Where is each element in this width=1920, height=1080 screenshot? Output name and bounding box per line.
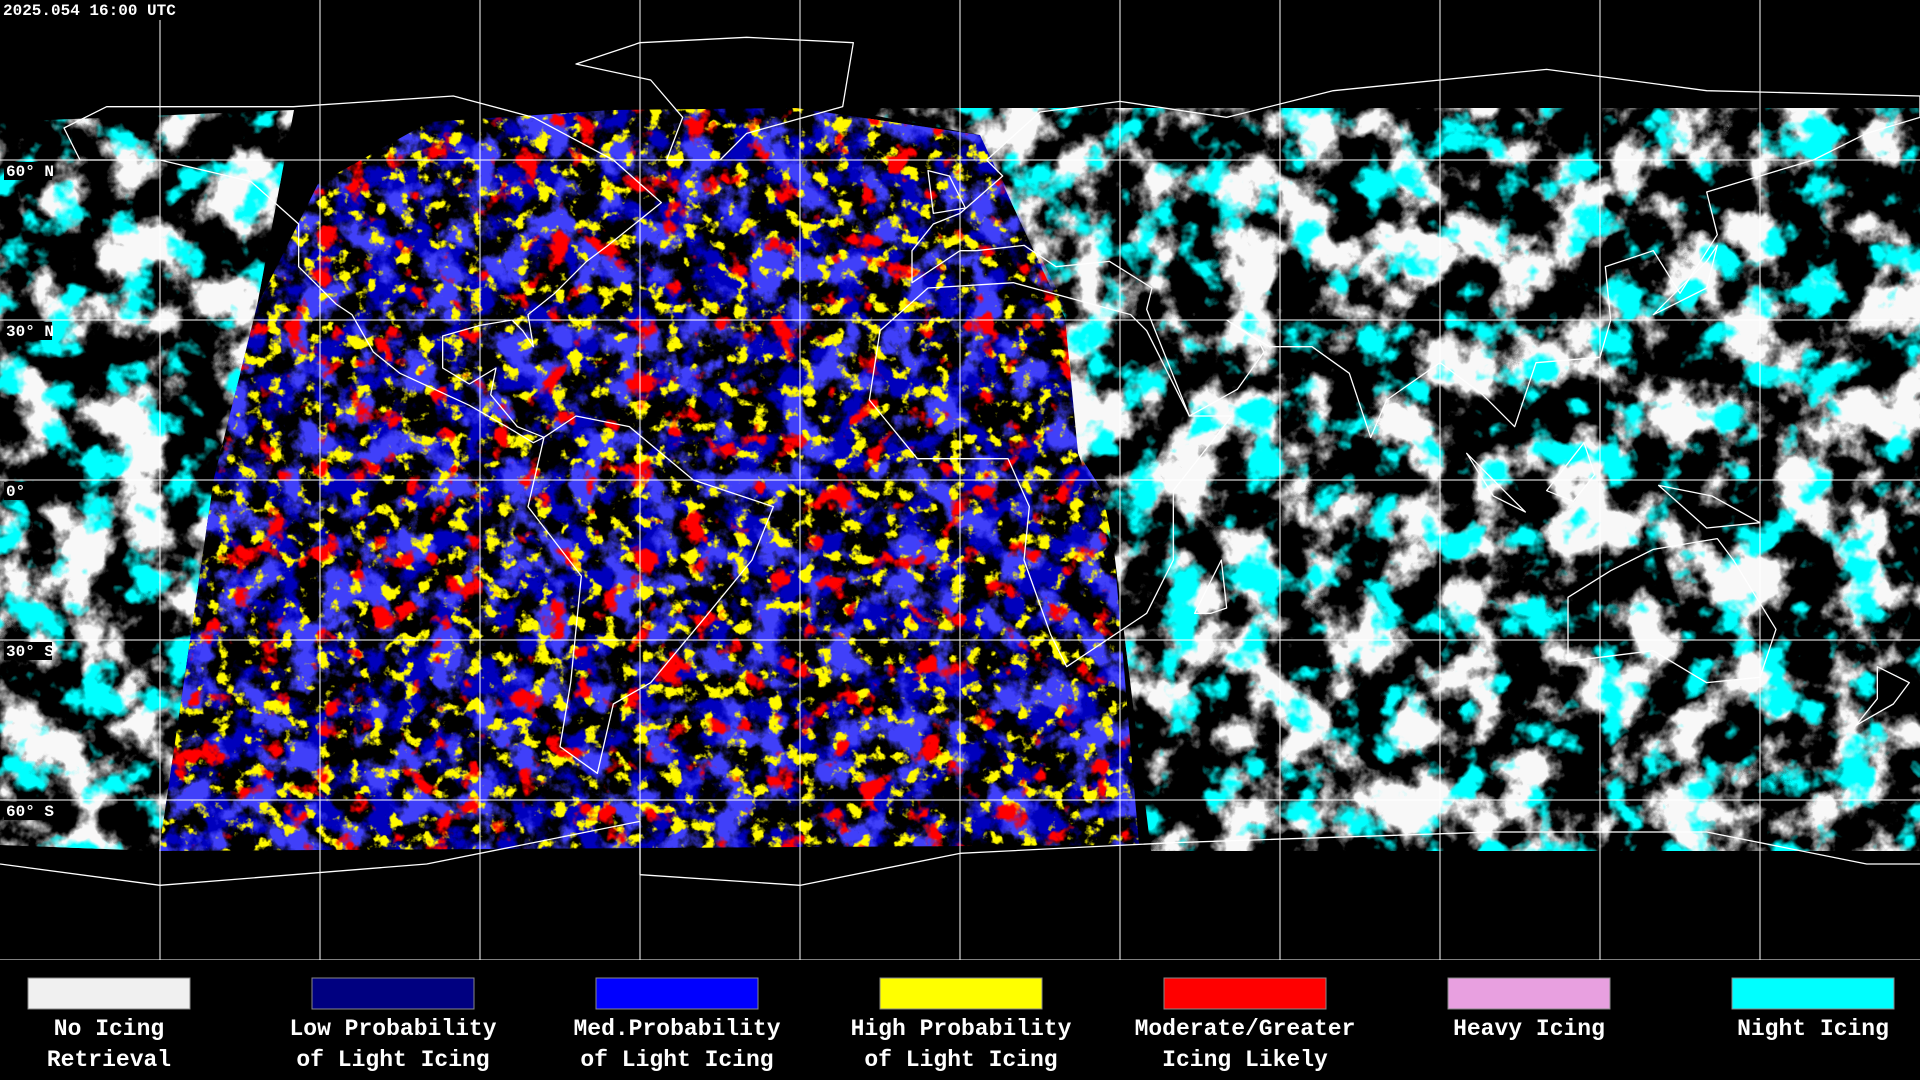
legend-label: Night Icing xyxy=(1737,1016,1889,1042)
legend-label: of Light Icing xyxy=(580,1047,773,1073)
lat-label-box xyxy=(4,162,52,180)
legend-label: of Light Icing xyxy=(296,1047,489,1073)
legend-label: Moderate/Greater xyxy=(1135,1016,1356,1042)
legend-label: Heavy Icing xyxy=(1453,1016,1605,1042)
legend-label: Icing Likely xyxy=(1162,1047,1328,1073)
legend: No Icing Retrieval Low Probability of Light… xyxy=(27,977,1895,1073)
legend-label: Med.Probability xyxy=(573,1016,780,1042)
legend-swatch xyxy=(311,977,475,1010)
legend-swatch xyxy=(1163,977,1327,1010)
lat-label: 60° N xyxy=(6,163,54,181)
legend-swatch xyxy=(595,977,759,1010)
legend-label: Low Probability xyxy=(289,1016,496,1042)
legend-swatch xyxy=(1447,977,1611,1010)
icing-region-central xyxy=(159,108,1139,851)
legend-label: of Light Icing xyxy=(864,1047,1057,1073)
legend-swatch xyxy=(879,977,1043,1010)
lat-label: 0° xyxy=(6,483,25,501)
legend-swatch xyxy=(1731,977,1895,1010)
lat-label-box xyxy=(4,482,52,500)
lat-labels: 60° N 30° N 0° 30° S 60° S xyxy=(4,162,54,821)
lat-label-box xyxy=(4,802,52,820)
legend-label: No Icing xyxy=(54,1016,164,1042)
lat-label: 30° N xyxy=(6,323,54,341)
lat-label-box xyxy=(4,642,52,660)
lat-label: 30° S xyxy=(6,643,54,661)
timestamp-box xyxy=(0,0,188,20)
legend-label: High Probability xyxy=(851,1016,1072,1042)
coastlines xyxy=(0,37,1920,885)
timestamp: 2025.054 16:00 UTC xyxy=(3,2,176,20)
legend-label: Retrieval xyxy=(47,1047,171,1073)
legend-swatch xyxy=(27,977,191,1010)
lat-label: 60° S xyxy=(6,803,54,821)
lat-label-box xyxy=(4,322,52,340)
